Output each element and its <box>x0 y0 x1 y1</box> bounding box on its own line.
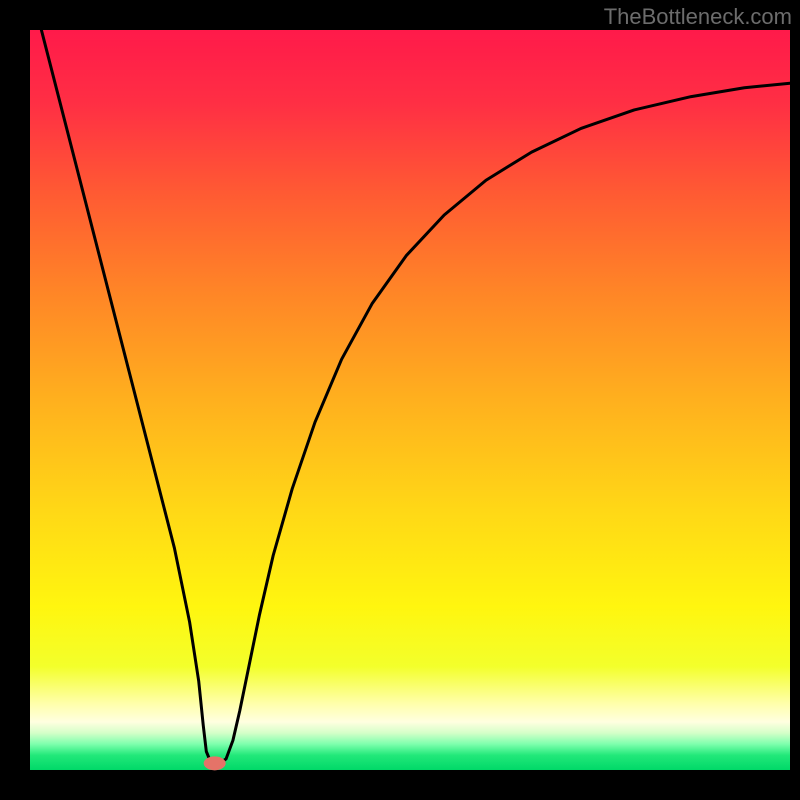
min-marker <box>204 756 226 770</box>
watermark-text: TheBottleneck.com <box>604 4 792 30</box>
chart-svg <box>0 0 800 800</box>
plot-background <box>30 30 790 770</box>
bottleneck-chart: TheBottleneck.com <box>0 0 800 800</box>
